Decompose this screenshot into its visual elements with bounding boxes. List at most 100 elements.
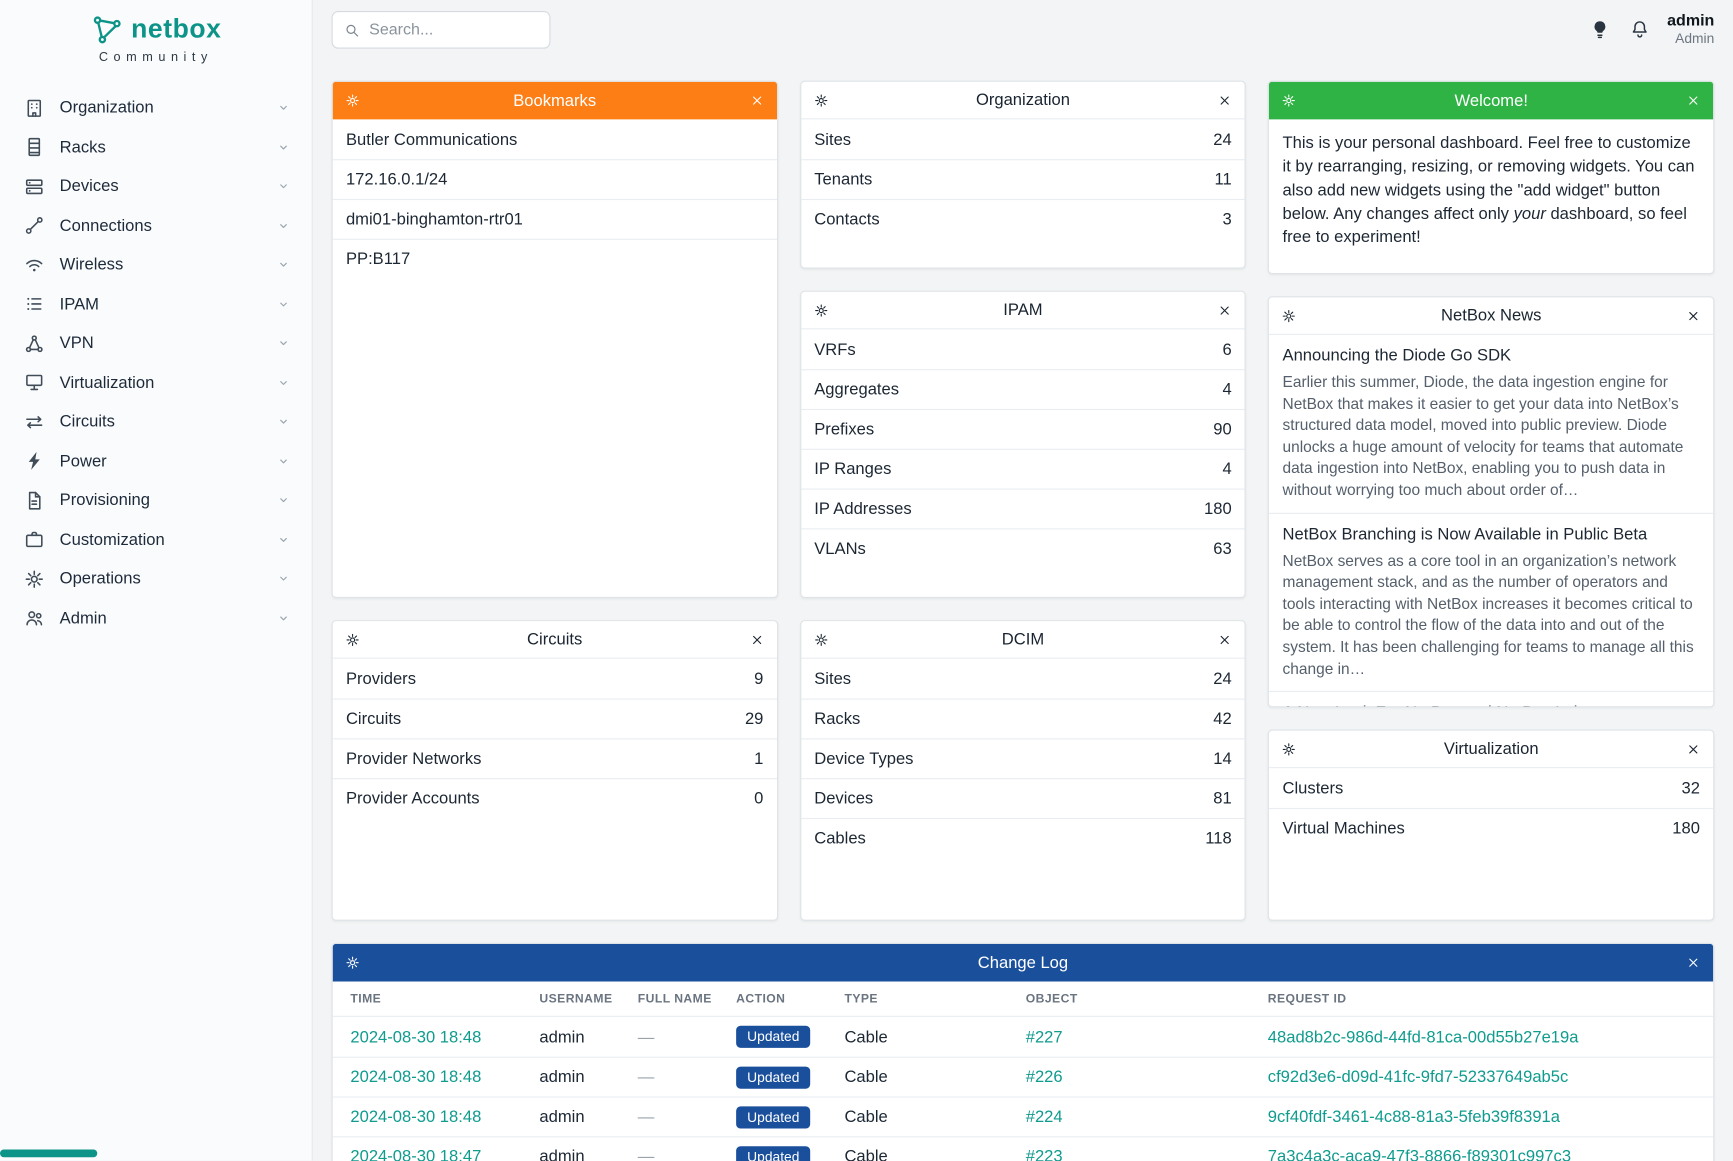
sidebar-scroll-indicator[interactable] <box>0 1149 98 1158</box>
change-full-name: — <box>637 1067 655 1087</box>
changelog-column-header: TIME <box>350 992 382 1006</box>
dashboard-grid: Bookmarks Butler Communications 172.16.0… <box>331 80 1715 921</box>
organization-icon <box>23 97 45 119</box>
widget-close-button[interactable] <box>1683 953 1703 973</box>
widget-close-button[interactable] <box>1215 629 1235 649</box>
widget-config-button[interactable] <box>1279 306 1299 326</box>
widget-close-button[interactable] <box>747 91 767 111</box>
widget-title: Welcome! <box>1454 91 1528 110</box>
chevron-down-icon <box>275 453 292 470</box>
sidebar-item-admin[interactable]: Admin <box>0 599 312 638</box>
sidebar-item-operations[interactable]: Operations <box>0 559 312 598</box>
widget-title: IPAM <box>1003 300 1043 320</box>
change-type: Cable <box>844 1067 888 1087</box>
stat-row: Device Types 14 <box>800 738 1245 778</box>
changelog-column-header: USERNAME <box>539 992 613 1006</box>
change-full-name: — <box>637 1147 655 1161</box>
widget-config-button[interactable] <box>1279 91 1299 111</box>
widget-dcim: DCIM Sites 24 Racks <box>799 620 1247 921</box>
stat-label: Racks <box>814 709 861 729</box>
welcome-text-part: This is your personal dashboard. Feel fr… <box>1282 133 1695 224</box>
stat-value: 42 <box>1213 709 1232 729</box>
sidebar-item-vpn[interactable]: VPN <box>0 324 312 363</box>
request-id-link[interactable]: cf92d3e6-d09d-41fc-9fd7-52337649ab5c <box>1267 1067 1569 1087</box>
request-id-link[interactable]: 48ad8b2c-986d-44fd-81ca-00d55b27e19a <box>1267 1027 1579 1047</box>
chevron-down-icon <box>275 178 292 195</box>
bookmark-item[interactable]: PP:B117 <box>332 238 777 279</box>
widget-close-button[interactable] <box>1683 739 1703 759</box>
change-object-link[interactable]: #226 <box>1025 1067 1063 1087</box>
sidebar-item-virtualization[interactable]: Virtualization <box>0 363 312 402</box>
stat-label: Tenants <box>814 170 873 190</box>
widget-close-button[interactable] <box>1683 91 1703 111</box>
gear-icon <box>1281 93 1296 108</box>
news-title-link[interactable]: NetBox Branching is Now Available in Pub… <box>1282 524 1648 544</box>
sidebar-item-connections[interactable]: Connections <box>0 206 312 245</box>
change-time-link[interactable]: 2024-08-30 18:48 <box>350 1027 482 1047</box>
news-title-link[interactable]: Announcing the Diode Go SDK <box>1282 345 1512 365</box>
widget-close-button[interactable] <box>747 629 767 649</box>
change-object-link[interactable]: #224 <box>1025 1107 1063 1127</box>
main-content: admin Admin Bookmarks <box>313 0 1733 1161</box>
bookmark-label: 172.16.0.1/24 <box>345 170 448 190</box>
request-id-link[interactable]: 9cf40fdf-3461-4c88-81a3-5feb39f8391a <box>1267 1107 1560 1127</box>
change-time-link[interactable]: 2024-08-30 18:48 <box>350 1067 482 1087</box>
sidebar-item-label: Connections <box>59 216 152 236</box>
user-menu[interactable]: admin Admin <box>1667 12 1714 48</box>
change-object-link[interactable]: #223 <box>1025 1147 1063 1161</box>
search-input[interactable] <box>369 21 539 39</box>
widget-config-button[interactable] <box>1279 739 1299 759</box>
search-box[interactable] <box>331 11 551 49</box>
request-id-link[interactable]: 7a3c4a3c-aca9-47f3-8866-f89301c997c3 <box>1267 1147 1572 1161</box>
changelog-row: 2024-08-30 18:47 admin — Updated Cable #… <box>332 1136 1714 1161</box>
stat-value: 81 <box>1213 789 1232 808</box>
vpn-icon <box>23 332 45 354</box>
sidebar-item-circuits[interactable]: Circuits <box>0 402 312 441</box>
widget-config-button[interactable] <box>343 91 363 111</box>
chevron-down-icon <box>275 257 292 274</box>
stat-value: 4 <box>1222 380 1232 400</box>
bookmark-item[interactable]: Butler Communications <box>333 119 777 159</box>
sidebar-item-devices[interactable]: Devices <box>0 167 312 206</box>
change-time-link[interactable]: 2024-08-30 18:47 <box>350 1147 482 1161</box>
widget-config-button[interactable] <box>811 629 831 649</box>
bookmark-label: PP:B117 <box>345 249 411 269</box>
sidebar-item-provisioning[interactable]: Provisioning <box>0 481 312 520</box>
stat-label: Providers <box>345 669 416 689</box>
brand-home-link[interactable]: netbox Community <box>0 0 312 64</box>
widget-title: NetBox News <box>1441 306 1542 325</box>
widget-title: Circuits <box>527 630 583 649</box>
changelog-header-row: TIME USERNAME FULL NAME ACTION TYPE OBJE… <box>332 982 1714 1017</box>
sidebar-item-customization[interactable]: Customization <box>0 520 312 559</box>
sidebar-item-racks[interactable]: Racks <box>0 128 312 167</box>
notifications-button[interactable] <box>1627 17 1652 42</box>
news-title-link[interactable]: A New Look For NetBox and NetBox Labs <box>1283 703 1700 706</box>
action-badge: Updated <box>736 1105 811 1128</box>
bookmark-label: dmi01-binghamton-rtr01 <box>345 210 523 229</box>
stat-label: Provider Networks <box>345 749 482 769</box>
widget-config-button[interactable] <box>811 90 831 110</box>
widget-config-button[interactable] <box>343 953 363 973</box>
topbar: admin Admin <box>331 0 1715 60</box>
sidebar-item-wireless[interactable]: Wireless <box>0 245 312 284</box>
sidebar-item-power[interactable]: Power <box>0 442 312 481</box>
stat-value: 180 <box>1672 819 1700 838</box>
chevron-down-icon <box>275 610 292 627</box>
change-time-link[interactable]: 2024-08-30 18:48 <box>350 1107 482 1127</box>
theme-toggle-button[interactable] <box>1588 17 1613 42</box>
change-object-link[interactable]: #227 <box>1025 1027 1063 1047</box>
bookmark-item[interactable]: dmi01-binghamton-rtr01 <box>332 198 777 239</box>
widget-close-button[interactable] <box>1215 300 1235 320</box>
widget-config-button[interactable] <box>343 629 363 649</box>
widget-config-button[interactable] <box>811 300 831 320</box>
change-username: admin <box>539 1147 585 1161</box>
bookmark-item[interactable]: 172.16.0.1/24 <box>332 159 777 199</box>
stat-value: 90 <box>1213 420 1232 439</box>
close-icon <box>1217 302 1232 317</box>
stat-label: Sites <box>814 129 852 149</box>
circuits-icon <box>23 411 45 433</box>
sidebar-item-ipam[interactable]: IPAM <box>0 285 312 324</box>
widget-close-button[interactable] <box>1683 306 1703 326</box>
widget-close-button[interactable] <box>1215 90 1235 110</box>
sidebar-item-organization[interactable]: Organization <box>0 88 312 127</box>
